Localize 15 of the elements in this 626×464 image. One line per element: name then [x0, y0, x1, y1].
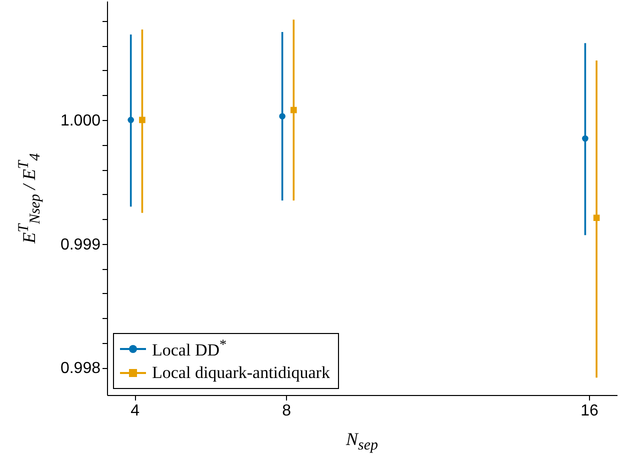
point — [582, 135, 588, 142]
x-tick-label: 8 — [282, 402, 292, 420]
point — [139, 116, 146, 124]
point — [593, 214, 600, 221]
x-tick-label: 4 — [130, 402, 140, 420]
x-axis-title: N$_{sep}$ — [346, 429, 378, 455]
legend-label: Local diquark-antidiquark — [152, 363, 330, 383]
point — [128, 116, 134, 124]
y-tick-label: 0.998 — [60, 360, 101, 378]
y-tick-label: 1.000 — [60, 112, 101, 130]
y-tick-label: 0.999 — [60, 236, 101, 254]
point — [279, 113, 286, 120]
point — [290, 106, 297, 114]
x-tick-label: 16 — [580, 402, 598, 420]
legend-label: Local DD$^{*}$ — [152, 337, 227, 361]
